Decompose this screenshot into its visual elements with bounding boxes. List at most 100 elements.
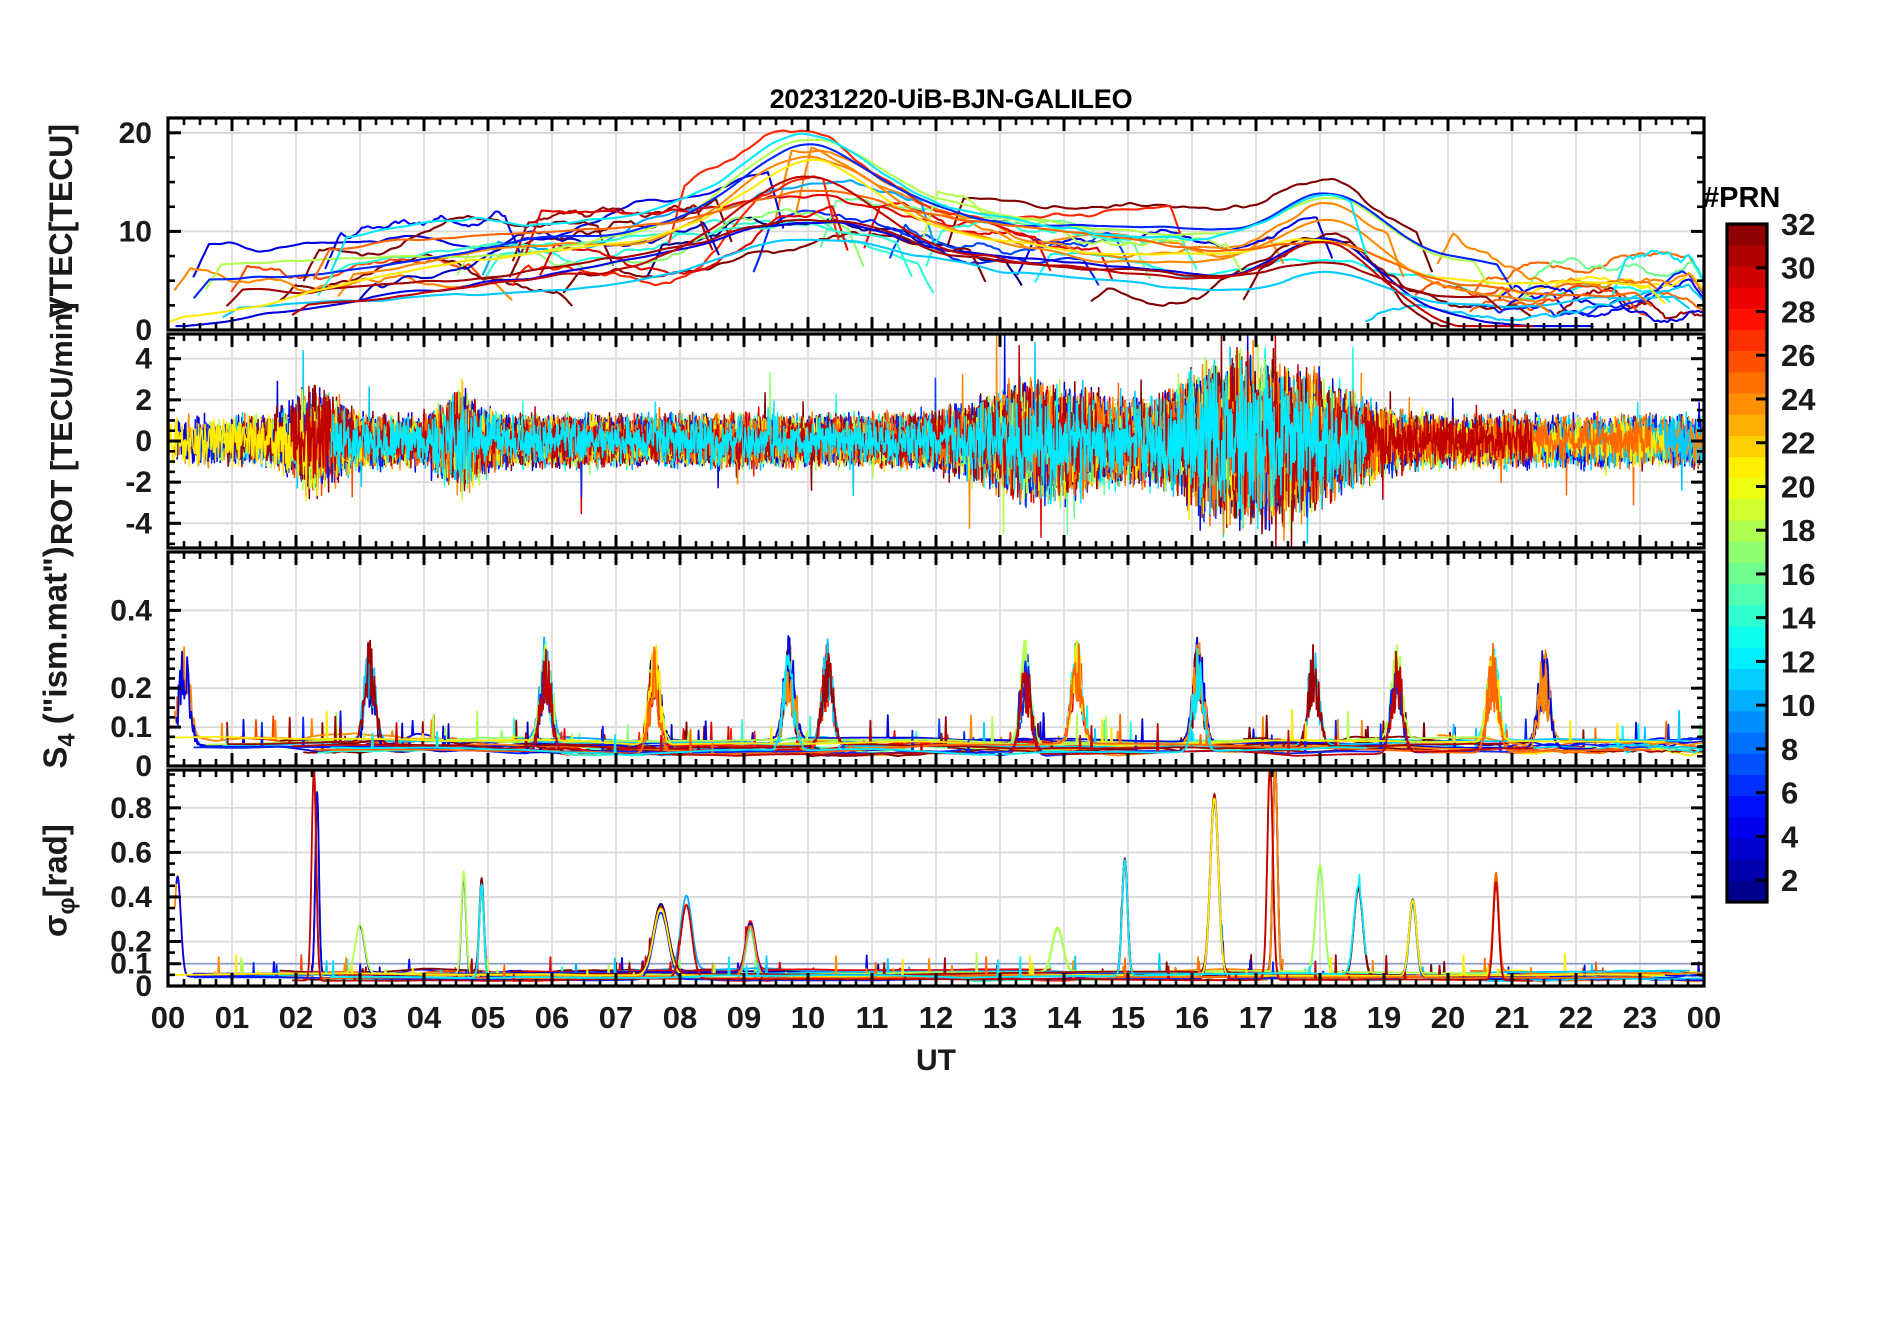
x-tick-label: 08 — [663, 1000, 697, 1035]
series-group-rot — [168, 334, 1704, 548]
colorbar-swatch — [1727, 690, 1767, 712]
colorbar-tick-label: 20 — [1781, 469, 1815, 504]
y-tick-label: 0.2 — [110, 925, 152, 958]
colorbar-swatch — [1727, 753, 1767, 776]
colorbar-swatch — [1727, 308, 1767, 331]
colorbar-swatch — [1727, 880, 1767, 903]
x-tick-label: 16 — [1175, 1000, 1209, 1035]
axis-frame-rot: -4 -2 0 2 4 — [125, 332, 1706, 550]
colorbar-swatch — [1727, 393, 1767, 416]
colorbar-swatch — [1727, 563, 1767, 585]
y-tick-label: 0 — [135, 314, 152, 347]
x-tick-label: 22 — [1559, 1000, 1593, 1035]
colorbar-tick-label: 28 — [1781, 294, 1815, 329]
data-series — [193, 143, 1514, 299]
colorbar-tick-label: 2 — [1781, 863, 1798, 898]
data-series — [456, 208, 865, 276]
y-tick-label: -2 — [125, 466, 152, 499]
data-series — [525, 193, 1052, 272]
colorbar-swatch — [1727, 414, 1767, 437]
y-axis-label-rot: ROT [TECU/min] — [43, 302, 79, 545]
y-tick-label: 0.6 — [110, 836, 152, 869]
y-axis-label-s4: S4 ("ism.mat") — [36, 546, 81, 769]
y-axis-label-vtec: VTEC[TECU] — [43, 123, 80, 318]
colorbar-title: #PRN — [1703, 182, 1781, 214]
x-tick-label: 09 — [727, 1000, 761, 1035]
x-tick-label: 10 — [791, 1000, 825, 1035]
colorbar-swatch — [1727, 266, 1767, 289]
y-tick-label: 0 — [135, 970, 152, 1003]
data-series — [752, 209, 1100, 286]
colorbar-swatch — [1727, 732, 1767, 755]
x-tick-label: 13 — [983, 1000, 1017, 1035]
data-series — [1608, 249, 1704, 301]
colorbar-swatch — [1727, 838, 1767, 861]
colorbar-swatch — [1727, 499, 1767, 522]
colorbar-tick-label: 32 — [1781, 207, 1815, 242]
y-tick-label: 0.2 — [110, 672, 152, 705]
data-series — [1016, 216, 1333, 276]
colorbar-tick-label: 30 — [1781, 251, 1815, 286]
x-tick-label: 15 — [1111, 1000, 1145, 1035]
y-tick-label: 20 — [119, 117, 152, 150]
x-tick-label: 18 — [1303, 1000, 1337, 1035]
data-series — [947, 177, 1433, 273]
colorbar-swatch — [1727, 584, 1767, 606]
colorbar-swatch — [1727, 287, 1767, 310]
axis-frame-s4: 0 0.1 0.2 0.4 — [110, 550, 1706, 783]
colorbar-tick-label: 18 — [1781, 513, 1815, 548]
y-axis-label-sigmaphi: σφ[rad] — [36, 824, 81, 938]
colorbar-swatch — [1727, 647, 1767, 670]
data-series — [302, 215, 614, 282]
x-tick-label: 21 — [1495, 1000, 1529, 1035]
colorbar-swatch — [1727, 520, 1767, 543]
x-tick-label: 00 — [1687, 1000, 1721, 1035]
y-tick-label: 0 — [135, 425, 152, 458]
y-tick-label: 0 — [135, 750, 152, 783]
colorbar-swatch — [1727, 605, 1767, 628]
colorbar-swatch — [1727, 457, 1767, 479]
data-series — [291, 175, 1534, 328]
colorbar-tick-label: 16 — [1781, 557, 1815, 592]
data-series — [222, 238, 1691, 318]
y-tick-label: 0.1 — [110, 948, 152, 981]
colorbar-tick-label: 14 — [1781, 601, 1816, 636]
colorbar-tick-label: 22 — [1781, 426, 1815, 461]
data-series — [512, 175, 840, 287]
x-axis-label: UT — [916, 1044, 956, 1077]
series-group-s4 — [168, 635, 1704, 758]
colorbar-tick-label: 24 — [1781, 382, 1816, 417]
x-tick-label: 11 — [856, 1000, 889, 1035]
colorbar-tick-label: 26 — [1781, 338, 1815, 373]
y-tick-label: 4 — [135, 343, 152, 376]
series-group-sigmaphi — [168, 770, 1704, 983]
data-series — [330, 648, 1368, 756]
y-tick-label: 0.4 — [110, 881, 152, 914]
x-tick-label: 12 — [919, 1000, 953, 1035]
y-tick-label: 0.4 — [110, 594, 152, 627]
x-tick-label: 19 — [1367, 1000, 1401, 1035]
data-series — [337, 155, 1551, 314]
colorbar-tick-label: 6 — [1781, 776, 1798, 811]
data-series — [291, 770, 1534, 982]
page-title: 20231220-UiB-BJN-GALILEO — [769, 84, 1133, 114]
colorbar: 32 30 28 26 24 22 20 18 16 14 12 10 8 6 4 2 — [1725, 207, 1816, 904]
x-tick-labels: 00 01 02 03 04 05 06 07 08 09 10 11 12 13 14 15 16 17 18 19… — [151, 1000, 1721, 1035]
axis-frame-sigmaphi: 00.10.2 0.4 0.6 0.8 — [110, 768, 1706, 1003]
y-tick-label: 10 — [119, 215, 152, 248]
colorbar-tick-label: 4 — [1781, 819, 1799, 854]
x-tick-label: 04 — [407, 1000, 442, 1035]
series-group-vtec — [168, 129, 1704, 328]
x-tick-label: 07 — [599, 1000, 633, 1035]
x-tick-label: 00 — [151, 1000, 185, 1035]
data-series — [226, 218, 1503, 311]
x-tick-label: 14 — [1047, 1000, 1082, 1035]
x-tick-label: 03 — [343, 1000, 377, 1035]
data-series — [1436, 232, 1704, 294]
colorbar-swatch — [1727, 668, 1767, 691]
x-tick-label: 20 — [1431, 1000, 1465, 1035]
data-series — [668, 129, 1187, 251]
x-tick-label: 06 — [535, 1000, 569, 1035]
colorbar-swatch — [1727, 859, 1767, 882]
